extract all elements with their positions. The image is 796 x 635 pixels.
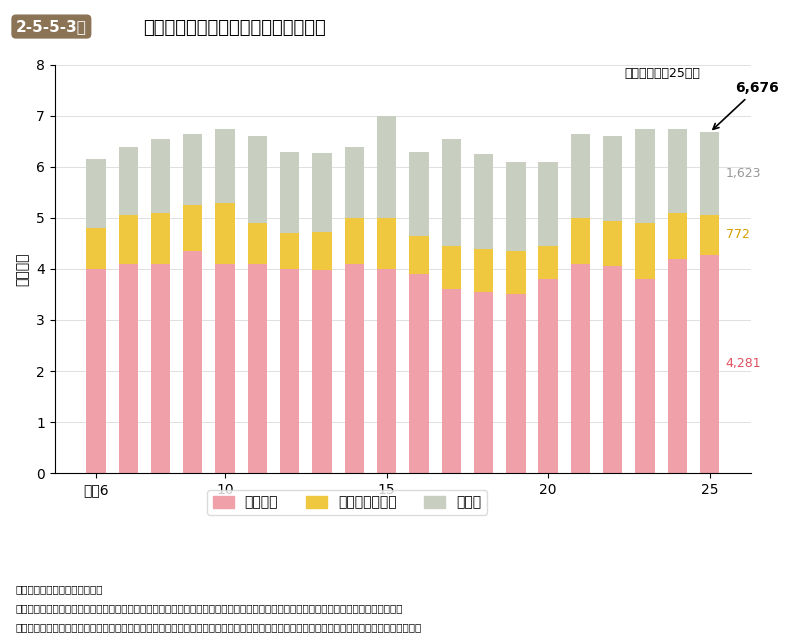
Text: 更生保護施設への収容委託人員の推移: 更生保護施設への収容委託人員の推移 (143, 19, 326, 37)
Bar (86, 159, 106, 228)
Bar (119, 264, 138, 473)
Bar (345, 264, 364, 473)
Bar (150, 213, 170, 264)
Bar (216, 264, 235, 473)
Bar (86, 269, 106, 473)
Bar (442, 139, 461, 246)
Text: 注　１　保護統計年報による。: 注 １ 保護統計年報による。 (16, 584, 103, 594)
Bar (442, 290, 461, 473)
Bar (216, 203, 235, 264)
Text: （平成６年～25年）: （平成６年～25年） (625, 67, 700, 79)
Bar (571, 134, 590, 218)
Bar (538, 162, 558, 246)
Y-axis label: （千人）: （千人） (15, 252, 29, 286)
Bar (700, 255, 720, 473)
Bar (700, 215, 720, 255)
Bar (442, 246, 461, 290)
Bar (345, 147, 364, 218)
Bar (183, 134, 202, 205)
Bar (409, 152, 428, 236)
Bar (280, 152, 299, 233)
Bar (571, 218, 590, 264)
Text: ３　「その他」は，保護観察処分少年，保護観察付執行猶予者，保護観察に付されない執行猶予者，執行猶予者の言渡しを受けたが刑が未: ３ 「その他」は，保護観察処分少年，保護観察付執行猶予者，保護観察に付されない執… (16, 622, 422, 632)
Text: 4,281: 4,281 (726, 358, 762, 370)
Text: ２　種別異動の場合（仮釈放者が仮釈放期間の満了後も引き続き刑の執行終了者として更生保護施設に収容される場合等）を除く。: ２ 種別異動の場合（仮釈放者が仮釈放期間の満了後も引き続き刑の執行終了者として更… (16, 603, 404, 613)
Text: 2-5-5-3図: 2-5-5-3図 (16, 19, 87, 34)
Bar (668, 129, 687, 213)
Bar (119, 147, 138, 215)
Bar (248, 223, 267, 264)
Bar (474, 292, 494, 473)
Bar (635, 129, 655, 223)
Bar (312, 152, 332, 232)
Bar (506, 251, 525, 295)
Bar (183, 251, 202, 473)
Bar (603, 220, 622, 267)
Bar (409, 236, 428, 274)
Bar (377, 116, 396, 218)
Text: 772: 772 (726, 229, 750, 241)
Bar (571, 264, 590, 473)
Bar (119, 215, 138, 264)
Text: 1,623: 1,623 (726, 168, 761, 180)
Bar (635, 223, 655, 279)
Bar (150, 139, 170, 213)
Legend: 亮釈放者, 刑の執行終了者, その他: 亮釈放者, 刑の執行終了者, その他 (207, 490, 487, 515)
Bar (86, 228, 106, 269)
Bar (345, 218, 364, 264)
Bar (183, 205, 202, 251)
Bar (603, 267, 622, 473)
Bar (150, 264, 170, 473)
Bar (474, 154, 494, 248)
Bar (506, 162, 525, 251)
Bar (474, 248, 494, 292)
Bar (216, 129, 235, 203)
Bar (668, 213, 687, 259)
Bar (538, 279, 558, 473)
Bar (312, 270, 332, 473)
Bar (603, 137, 622, 220)
Bar (506, 295, 525, 473)
Bar (280, 269, 299, 473)
Bar (700, 133, 720, 215)
Bar (668, 259, 687, 473)
Bar (377, 269, 396, 473)
Bar (248, 264, 267, 473)
Bar (409, 274, 428, 473)
Bar (377, 218, 396, 269)
Bar (538, 246, 558, 279)
Text: 6,676: 6,676 (713, 81, 779, 130)
Bar (248, 137, 267, 223)
Bar (312, 232, 332, 270)
Bar (280, 233, 299, 269)
Bar (635, 279, 655, 473)
